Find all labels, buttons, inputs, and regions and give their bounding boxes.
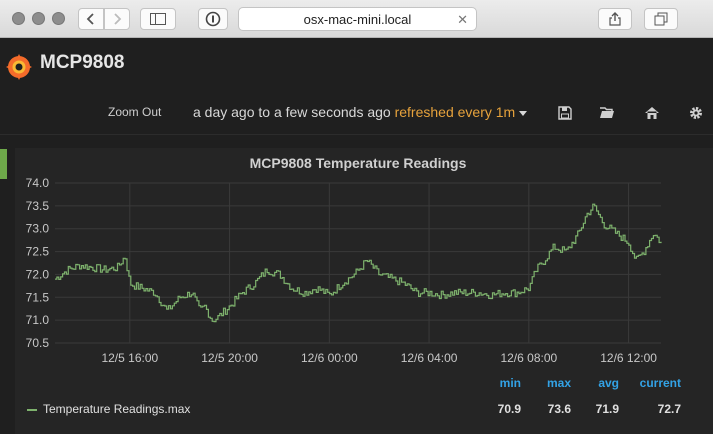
y-tick-label: 73.5 — [26, 199, 50, 213]
url-text: osx-mac-mini.local — [303, 12, 412, 27]
close-window-button[interactable] — [12, 12, 25, 25]
tabs-button[interactable] — [644, 8, 678, 30]
zoom-out-button[interactable]: Zoom Out — [108, 105, 162, 119]
refresh-text: refreshed every 1m — [394, 104, 516, 120]
header-divider — [0, 134, 713, 135]
forward-button[interactable] — [104, 8, 130, 30]
legend-value-avg: 71.9 — [595, 402, 619, 416]
address-bar[interactable]: osx-mac-mini.local ✕ — [238, 7, 477, 31]
legend-value-max: 73.6 — [547, 402, 571, 416]
minimize-window-button[interactable] — [32, 12, 45, 25]
y-tick-label: 74.0 — [26, 176, 50, 190]
x-tick-label: 12/6 12:00 — [600, 351, 657, 365]
sidebar-icon — [150, 13, 166, 25]
panel-title[interactable]: MCP9808 Temperature Readings — [249, 155, 467, 171]
browser-toolbar: osx-mac-mini.local ✕ — [0, 0, 713, 38]
legend-value-current: 72.7 — [657, 402, 681, 416]
dashboard-header: MCP9808 Zoom Out a day ago to a few seco… — [0, 38, 713, 134]
home-icon[interactable] — [644, 105, 660, 121]
y-tick-label: 71.0 — [26, 313, 50, 327]
gear-icon[interactable] — [688, 105, 704, 121]
x-tick-label: 12/5 16:00 — [101, 351, 158, 365]
x-tick-label: 12/6 00:00 — [301, 351, 358, 365]
legend-swatch[interactable] — [27, 409, 37, 411]
reader-icon — [205, 11, 221, 27]
x-tick-label: 12/6 08:00 — [500, 351, 557, 365]
clear-icon[interactable]: ✕ — [457, 12, 468, 27]
legend-series-name[interactable]: Temperature Readings.max — [43, 402, 191, 416]
legend-header-min[interactable]: min — [499, 376, 521, 390]
zoom-window-button[interactable] — [52, 12, 65, 25]
legend-header-current[interactable]: current — [639, 376, 681, 390]
legend-row[interactable]: Temperature Readings.max 70.9 73.6 71.9 … — [25, 402, 695, 418]
time-range-text: a day ago to a few seconds ago — [193, 104, 391, 120]
legend-header-avg[interactable]: avg — [598, 376, 619, 390]
save-icon[interactable] — [557, 105, 573, 121]
dashboard-title[interactable]: MCP9808 — [40, 52, 125, 73]
x-tick-label: 12/6 04:00 — [401, 351, 458, 365]
series-line-temperature — [55, 203, 662, 323]
sidebar-button[interactable] — [140, 8, 176, 30]
folder-open-icon[interactable] — [599, 105, 615, 121]
chevron-down-icon — [519, 110, 528, 116]
y-tick-label: 72.5 — [26, 245, 50, 259]
back-button[interactable] — [78, 8, 104, 30]
share-button[interactable] — [598, 8, 632, 30]
y-tick-label: 71.5 — [26, 290, 50, 304]
legend-header-max[interactable]: max — [546, 376, 571, 390]
reader-button[interactable] — [198, 8, 228, 30]
legend-value-min: 70.9 — [497, 402, 521, 416]
y-tick-label: 73.0 — [26, 222, 50, 236]
share-icon — [609, 12, 621, 26]
temperature-chart[interactable]: 74.0 73.5 73.0 72.5 72.0 71.5 71.0 70.5 12/5 16… — [15, 148, 713, 434]
tabs-icon — [654, 12, 668, 26]
back-icon — [86, 13, 94, 25]
grafana-logo-icon[interactable] — [5, 53, 33, 81]
row-collapse-handle[interactable] — [0, 149, 7, 179]
y-tick-label: 72.0 — [26, 267, 50, 281]
y-tick-label: 70.5 — [26, 336, 50, 350]
forward-icon — [114, 13, 122, 25]
graph-panel: MCP9808 Temperature Readings 74.0 73.5 73.… — [15, 148, 713, 434]
time-picker[interactable]: a day ago to a few seconds ago refreshed… — [193, 104, 528, 120]
x-tick-label: 12/5 20:00 — [201, 351, 258, 365]
